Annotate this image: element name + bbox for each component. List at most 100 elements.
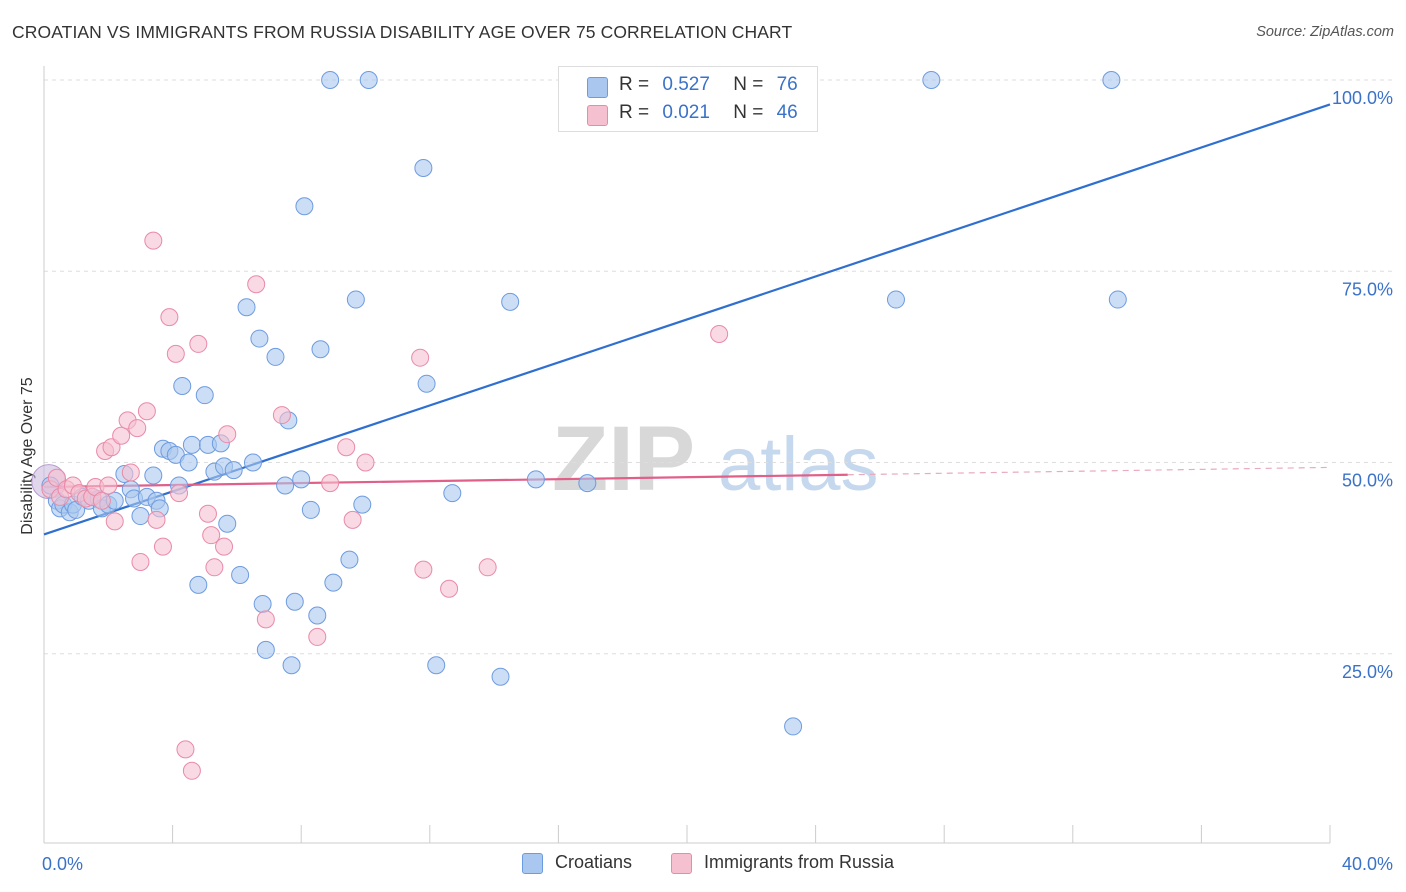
russia-point: [47, 468, 66, 487]
croatians-point: [922, 71, 941, 89]
croatians-point: [359, 71, 378, 89]
croatians-point: [353, 495, 372, 514]
croatians-point: [131, 507, 150, 526]
watermark-atlas: atlas: [718, 422, 879, 507]
croatians-point: [173, 377, 192, 395]
russia-legend-swatch: [671, 853, 692, 874]
croatians-point: [295, 197, 314, 216]
croatians-point: [276, 476, 295, 495]
russia-point: [92, 491, 111, 510]
croatians-point: [237, 298, 256, 317]
russia-point: [215, 537, 234, 556]
croatians-point: [266, 347, 285, 366]
croatians-point: [250, 329, 269, 348]
russia-point: [205, 558, 224, 577]
croatians-point: [417, 374, 436, 393]
croatians-point: [253, 595, 272, 614]
correlation-legend: R = 0.527 N = 76 R = 0.021 N = 46: [558, 66, 818, 132]
croatians-point: [526, 470, 545, 489]
russia-point: [166, 344, 185, 363]
russia-point: [137, 402, 156, 421]
croatians-point: [501, 292, 520, 311]
croatians-point: [301, 500, 320, 519]
croatians-point: [886, 290, 905, 309]
russia-point: [256, 610, 275, 629]
croatians-point: [1102, 71, 1121, 89]
croatians-point: [231, 565, 250, 584]
croatians-point: [324, 573, 343, 592]
russia-point: [102, 438, 121, 457]
croatians-legend-label: Croatians: [555, 852, 633, 872]
croatians-point: [189, 575, 208, 594]
croatians-point: [292, 470, 311, 489]
croatians-point: [179, 453, 198, 472]
croatians-point: [218, 514, 237, 533]
croatians-point: [321, 71, 340, 89]
russia-point: [272, 406, 291, 425]
russia-point: [147, 510, 166, 529]
russia-point: [218, 425, 237, 444]
russia-point: [189, 334, 208, 353]
russia-point: [128, 419, 147, 438]
russia-point: [202, 526, 221, 545]
russia-r-value: 0.021: [662, 102, 710, 123]
russia-point: [121, 463, 140, 482]
r-label: R =: [619, 74, 650, 95]
croatians-point: [144, 466, 163, 485]
croatians-r-value: 0.527: [662, 74, 710, 95]
russia-point: [182, 761, 201, 780]
croatians-point: [224, 461, 243, 480]
russia-point: [308, 627, 327, 646]
y-tick-label: 25.0%: [1342, 662, 1393, 682]
russia-point: [144, 231, 163, 250]
croatians-point: [784, 717, 803, 736]
croatians-point: [285, 592, 304, 611]
x-tick-label-min: 0.0%: [42, 854, 83, 874]
r-label: R =: [619, 102, 650, 123]
x-tick-label-max: 40.0%: [1342, 854, 1393, 874]
croatians-point: [195, 386, 214, 405]
croatians-point: [346, 290, 365, 309]
croatians-point: [340, 550, 359, 569]
russia-point: [198, 504, 217, 523]
croatians-swatch: [587, 77, 608, 98]
source-credit: Source: ZipAtlas.com: [1256, 24, 1394, 40]
russia-point: [411, 348, 430, 367]
russia-n-value: 46: [776, 102, 798, 123]
croatians-point: [256, 640, 275, 659]
legend-row-croatians: R = 0.527 N = 76: [559, 73, 817, 99]
croatians-point: [491, 667, 510, 686]
russia-point: [170, 484, 189, 503]
croatians-point: [308, 606, 327, 625]
russia-point: [247, 275, 266, 294]
russia-point: [321, 474, 340, 493]
russia-point: [343, 510, 362, 529]
watermark: ZIP atlas: [552, 408, 879, 510]
croatians-point: [182, 435, 201, 454]
croatians-point: [243, 453, 262, 472]
russia-point: [99, 476, 118, 495]
croatians-point: [1108, 290, 1127, 309]
croatians-point: [443, 484, 462, 503]
n-label: N =: [733, 102, 764, 123]
watermark-zip: ZIP: [552, 408, 695, 510]
russia-trend-extension: [847, 466, 1331, 476]
russia-point: [478, 558, 497, 577]
croatians-legend-swatch: [522, 853, 543, 874]
russia-point: [160, 308, 179, 327]
legend-row-russia: R = 0.021 N = 46: [559, 101, 817, 127]
chart-title: CROATIAN VS IMMIGRANTS FROM RUSSIA DISAB…: [12, 22, 793, 42]
russia-point: [710, 324, 729, 343]
russia-point: [337, 438, 356, 457]
russia-point: [176, 740, 195, 759]
russia-swatch: [587, 105, 608, 126]
croatians-point: [427, 656, 446, 675]
croatians-point: [282, 656, 301, 675]
y-tick-label: 75.0%: [1342, 279, 1393, 299]
n-label: N =: [733, 74, 764, 95]
russia-point: [112, 426, 131, 445]
russia-point: [414, 560, 433, 579]
russia-point: [153, 537, 172, 556]
y-tick-label: 50.0%: [1342, 471, 1393, 491]
